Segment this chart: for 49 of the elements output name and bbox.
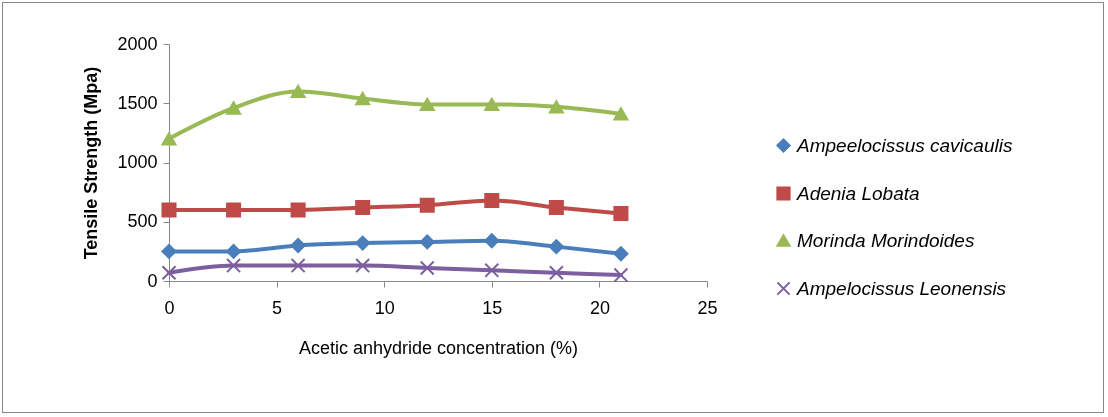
point <box>226 202 242 218</box>
y-tick-label: 1500 <box>117 92 158 113</box>
legend-label: Ampeelocissus cavicaulis <box>796 134 1013 156</box>
point <box>548 239 564 255</box>
y-axis-title: Tensile Strength (Mpa) <box>81 66 102 260</box>
point <box>548 200 564 216</box>
x-tick-label: 10 <box>374 297 395 318</box>
point <box>484 192 500 208</box>
y-tick-label: 2000 <box>117 33 158 54</box>
point <box>355 235 371 251</box>
point <box>226 258 242 274</box>
point <box>613 205 629 221</box>
point <box>419 234 435 250</box>
point <box>355 200 371 216</box>
point <box>548 265 564 281</box>
point <box>290 202 306 218</box>
y-tick-label: 0 <box>147 270 158 291</box>
x-tick-label: 5 <box>272 297 283 318</box>
point <box>226 243 242 259</box>
point <box>161 265 177 281</box>
point <box>613 267 629 283</box>
point <box>355 258 371 274</box>
x-tick-label: 0 <box>164 297 175 318</box>
point <box>290 84 306 99</box>
point <box>161 202 177 218</box>
point <box>548 100 564 114</box>
point <box>613 107 629 121</box>
x-tick-label: 20 <box>589 297 610 318</box>
y-tick-label: 1000 <box>117 152 158 172</box>
point <box>613 246 629 262</box>
point <box>484 97 500 112</box>
x-tick-label: 25 <box>697 297 718 318</box>
x-tick-label: 15 <box>482 297 503 318</box>
point <box>419 97 435 112</box>
y-tick-label: 500 <box>127 211 158 232</box>
point <box>161 132 177 146</box>
point <box>226 101 242 115</box>
point <box>161 243 177 259</box>
point <box>484 262 500 278</box>
point <box>355 91 371 106</box>
legend-label: Adenia Lobata <box>796 182 920 204</box>
point <box>419 197 435 213</box>
point <box>290 258 306 274</box>
point <box>484 233 500 249</box>
x-axis-title: Acetic anhydride concentration (%) <box>298 337 579 358</box>
legend-label: Morinda Morindoides <box>797 229 975 251</box>
point <box>290 237 306 253</box>
legend-label: Ampelocissus Leonensis <box>796 277 1007 299</box>
point <box>419 260 435 276</box>
